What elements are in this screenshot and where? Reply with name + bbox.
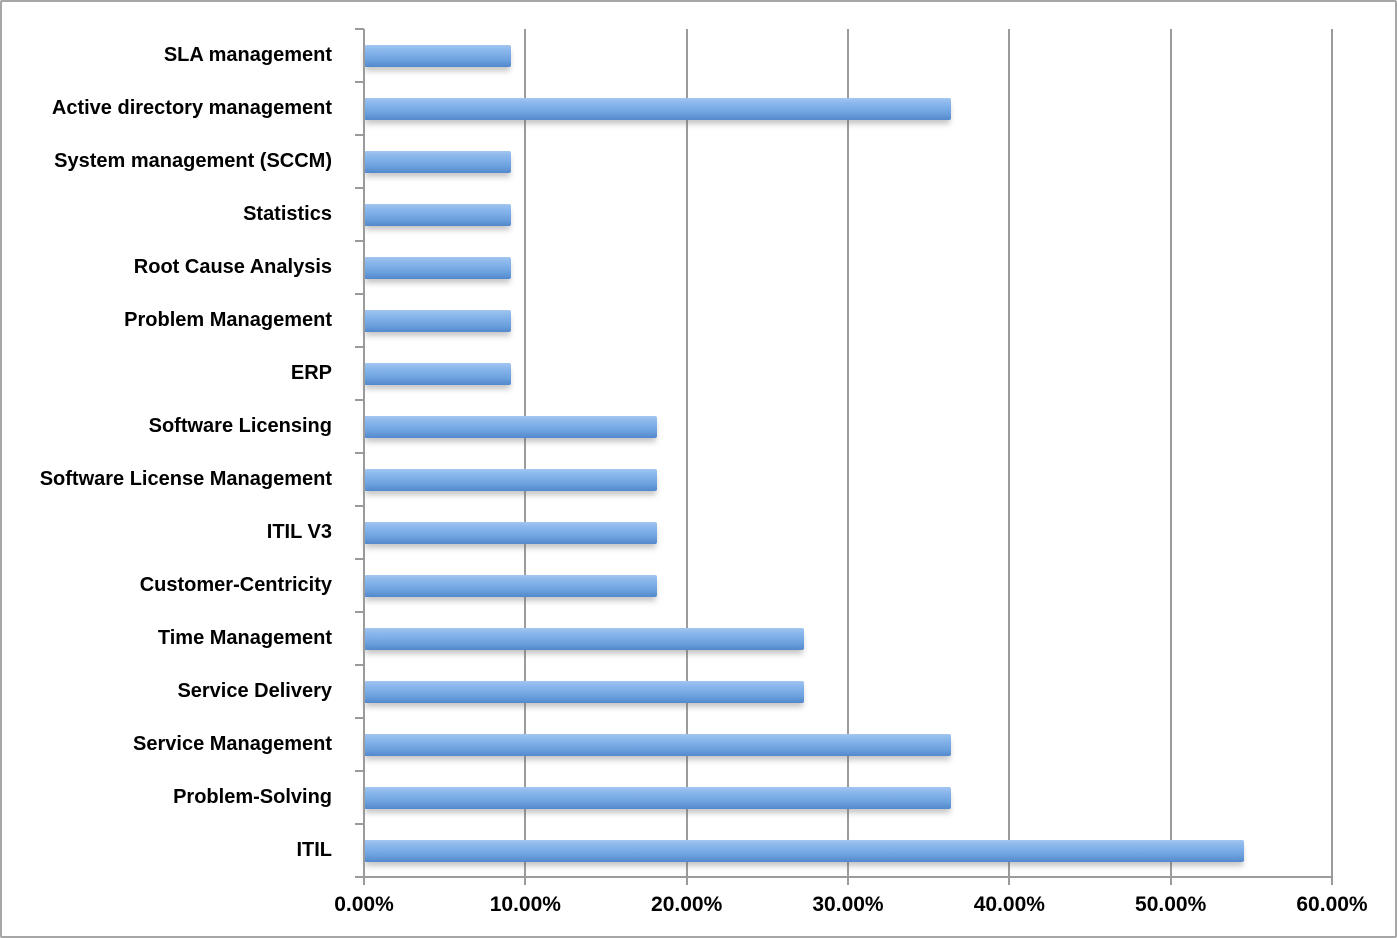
bar (364, 574, 658, 597)
category-axis-tick (355, 558, 364, 560)
bar-row (364, 294, 1332, 347)
bar-row (364, 718, 1332, 771)
gridline (685, 29, 688, 885)
category-label: Service Management (133, 733, 332, 755)
category-label: ITIL (296, 839, 332, 861)
gridline (524, 29, 527, 885)
bar (364, 203, 511, 226)
bar (364, 97, 951, 120)
category-axis-tick (355, 611, 364, 613)
category-axis-tick (355, 770, 364, 772)
gridline (847, 29, 849, 885)
category-label: ERP (290, 362, 332, 384)
bar-row (364, 612, 1332, 665)
category-axis-tick (355, 240, 364, 242)
bar (364, 309, 511, 332)
category-label: Software License Management (39, 468, 332, 490)
category-axis-tick (355, 664, 364, 666)
gridline (1169, 29, 1172, 885)
category-axis-tick (355, 876, 364, 878)
category-label: Customer-Centricity (139, 574, 332, 596)
category-axis-labels: SLA management Active directory managemen… (2, 29, 348, 877)
x-axis-tick-label: 20.00% (651, 893, 723, 916)
bar-row (364, 559, 1332, 612)
category-axis-tick (355, 505, 364, 507)
category-axis-tick (355, 81, 364, 83)
bar (364, 680, 804, 703)
gridline (1008, 29, 1011, 885)
bar (364, 150, 511, 173)
bar-row (364, 135, 1332, 188)
category-label: SLA management (163, 44, 332, 66)
bar-row (364, 824, 1332, 877)
category-axis-tick (355, 823, 364, 825)
bar (364, 627, 804, 650)
bar (364, 44, 511, 67)
category-axis-tick (355, 346, 364, 348)
plot-area (355, 28, 1333, 885)
category-label: Time Management (157, 627, 332, 649)
category-axis-tick (355, 293, 364, 295)
category-label: Software Licensing (148, 415, 332, 437)
x-axis-tick-label: 0.00% (334, 893, 394, 916)
bar-row (364, 506, 1332, 559)
bar (364, 362, 511, 385)
category-axis-tick (355, 452, 364, 454)
category-label: Active directory management (51, 97, 332, 119)
x-axis-tick-label: 40.00% (973, 893, 1045, 916)
bar (364, 415, 658, 438)
bar (364, 468, 658, 491)
bar (364, 786, 951, 809)
category-label: Problem-Solving (173, 786, 332, 808)
value-axis-tick-labels: 0.00% 10.00% 20.00% 30.00% 40.00% 50.00% 60.00… (334, 877, 1367, 932)
category-label: ITIL V3 (266, 521, 332, 543)
x-axis-tick-label: 60.00% (1296, 893, 1368, 916)
category-label: Service Delivery (177, 680, 332, 702)
x-axis-tick-label: 10.00% (489, 893, 561, 916)
bar (364, 839, 1245, 862)
category-axis-tick (355, 134, 364, 136)
x-axis-tick-label: 50.00% (1135, 893, 1207, 916)
bar (364, 733, 951, 756)
bar (364, 256, 511, 279)
category-label: Root Cause Analysis (133, 256, 332, 278)
category-label: System management (SCCM) (54, 150, 332, 172)
category-axis-line-vertical (363, 29, 365, 885)
bar-row (364, 29, 1332, 82)
x-axis-tick-label: 30.00% (812, 893, 884, 916)
category-axis-tick (355, 717, 364, 719)
category-axis-tick (355, 28, 364, 30)
bar-row (364, 400, 1332, 453)
category-label: Statistics (243, 203, 332, 225)
bar-row (364, 453, 1332, 506)
bar (364, 521, 658, 544)
bar-row (364, 347, 1332, 400)
bar-row (364, 241, 1332, 294)
gridline (1331, 29, 1333, 885)
category-axis-tick (355, 399, 364, 401)
bar-row (364, 771, 1332, 824)
bar-row (364, 82, 1332, 135)
bar-rows (364, 29, 1332, 877)
value-axis-line-horizontal (364, 876, 1332, 878)
category-axis-tick (355, 187, 364, 189)
bar-row (364, 188, 1332, 241)
bar-row (364, 665, 1332, 718)
category-label: Problem Management (124, 309, 332, 331)
